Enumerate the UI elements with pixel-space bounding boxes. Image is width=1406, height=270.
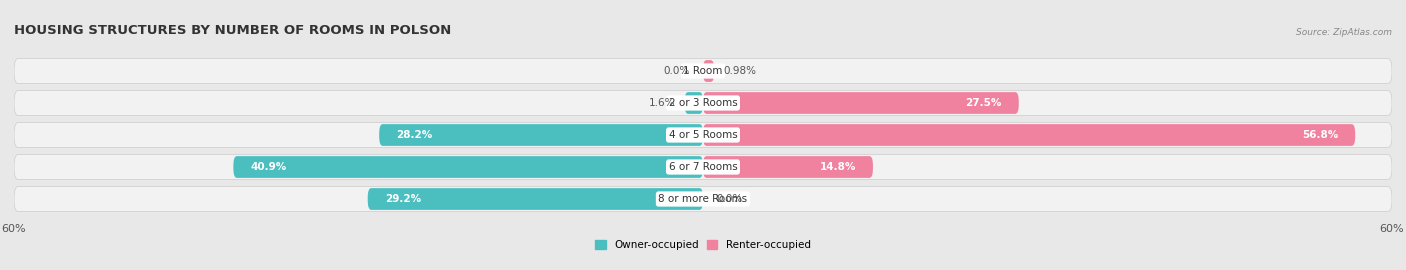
FancyBboxPatch shape xyxy=(703,92,1019,114)
Text: 6 or 7 Rooms: 6 or 7 Rooms xyxy=(669,162,737,172)
Text: 29.2%: 29.2% xyxy=(385,194,420,204)
Text: 0.0%: 0.0% xyxy=(717,194,742,204)
Text: 4 or 5 Rooms: 4 or 5 Rooms xyxy=(669,130,737,140)
Text: 56.8%: 56.8% xyxy=(1302,130,1339,140)
FancyBboxPatch shape xyxy=(14,154,1392,180)
Text: 1.6%: 1.6% xyxy=(650,98,675,108)
FancyBboxPatch shape xyxy=(703,156,873,178)
Text: 2 or 3 Rooms: 2 or 3 Rooms xyxy=(669,98,737,108)
Text: HOUSING STRUCTURES BY NUMBER OF ROOMS IN POLSON: HOUSING STRUCTURES BY NUMBER OF ROOMS IN… xyxy=(14,24,451,38)
FancyBboxPatch shape xyxy=(14,59,1392,83)
Text: 0.98%: 0.98% xyxy=(724,66,756,76)
Legend: Owner-occupied, Renter-occupied: Owner-occupied, Renter-occupied xyxy=(591,236,815,254)
Text: 28.2%: 28.2% xyxy=(396,130,433,140)
FancyBboxPatch shape xyxy=(380,124,703,146)
FancyBboxPatch shape xyxy=(703,60,714,82)
Text: 8 or more Rooms: 8 or more Rooms xyxy=(658,194,748,204)
FancyBboxPatch shape xyxy=(14,90,1392,116)
FancyBboxPatch shape xyxy=(368,188,703,210)
FancyBboxPatch shape xyxy=(14,123,1392,147)
Text: Source: ZipAtlas.com: Source: ZipAtlas.com xyxy=(1296,28,1392,38)
FancyBboxPatch shape xyxy=(233,156,703,178)
FancyBboxPatch shape xyxy=(14,187,1392,211)
FancyBboxPatch shape xyxy=(685,92,703,114)
Text: 14.8%: 14.8% xyxy=(820,162,856,172)
Text: 0.0%: 0.0% xyxy=(664,66,689,76)
Text: 1 Room: 1 Room xyxy=(683,66,723,76)
Text: 40.9%: 40.9% xyxy=(250,162,287,172)
FancyBboxPatch shape xyxy=(703,124,1355,146)
Text: 27.5%: 27.5% xyxy=(965,98,1001,108)
